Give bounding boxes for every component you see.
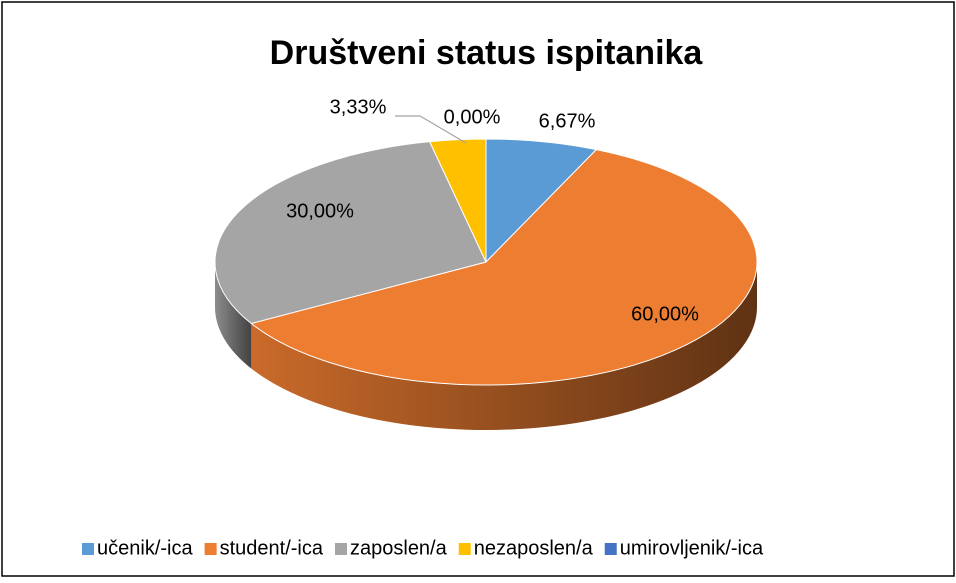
slice — [485, 138, 598, 264]
legend-swatch — [604, 543, 617, 555]
data-label: 0,00% — [444, 106, 501, 128]
data-label: 3,33% — [330, 96, 387, 118]
leader-line — [395, 115, 467, 144]
legend-swatch — [204, 543, 217, 555]
slice-side-shade — [215, 262, 252, 369]
slice — [250, 149, 758, 386]
legend-swatch — [335, 543, 347, 555]
chart-title: Društveni status ispitanika — [270, 34, 704, 72]
legend-label: student/-ica — [220, 537, 324, 559]
legend-swatch — [458, 543, 471, 555]
data-label: 30,00% — [286, 200, 354, 222]
slice — [428, 138, 487, 263]
slice — [214, 141, 487, 325]
legend-label: učenik/-ica — [97, 537, 193, 559]
data-label: 60,00% — [631, 303, 699, 325]
legend-label: nezaposlen/a — [474, 537, 594, 559]
legend-swatch — [82, 543, 94, 555]
slice-side-shade — [251, 262, 757, 430]
legend-label: umirovljenik/-ica — [620, 537, 764, 559]
legend-label: zaposlen/a — [350, 537, 448, 559]
data-label: 6,67% — [539, 110, 596, 132]
